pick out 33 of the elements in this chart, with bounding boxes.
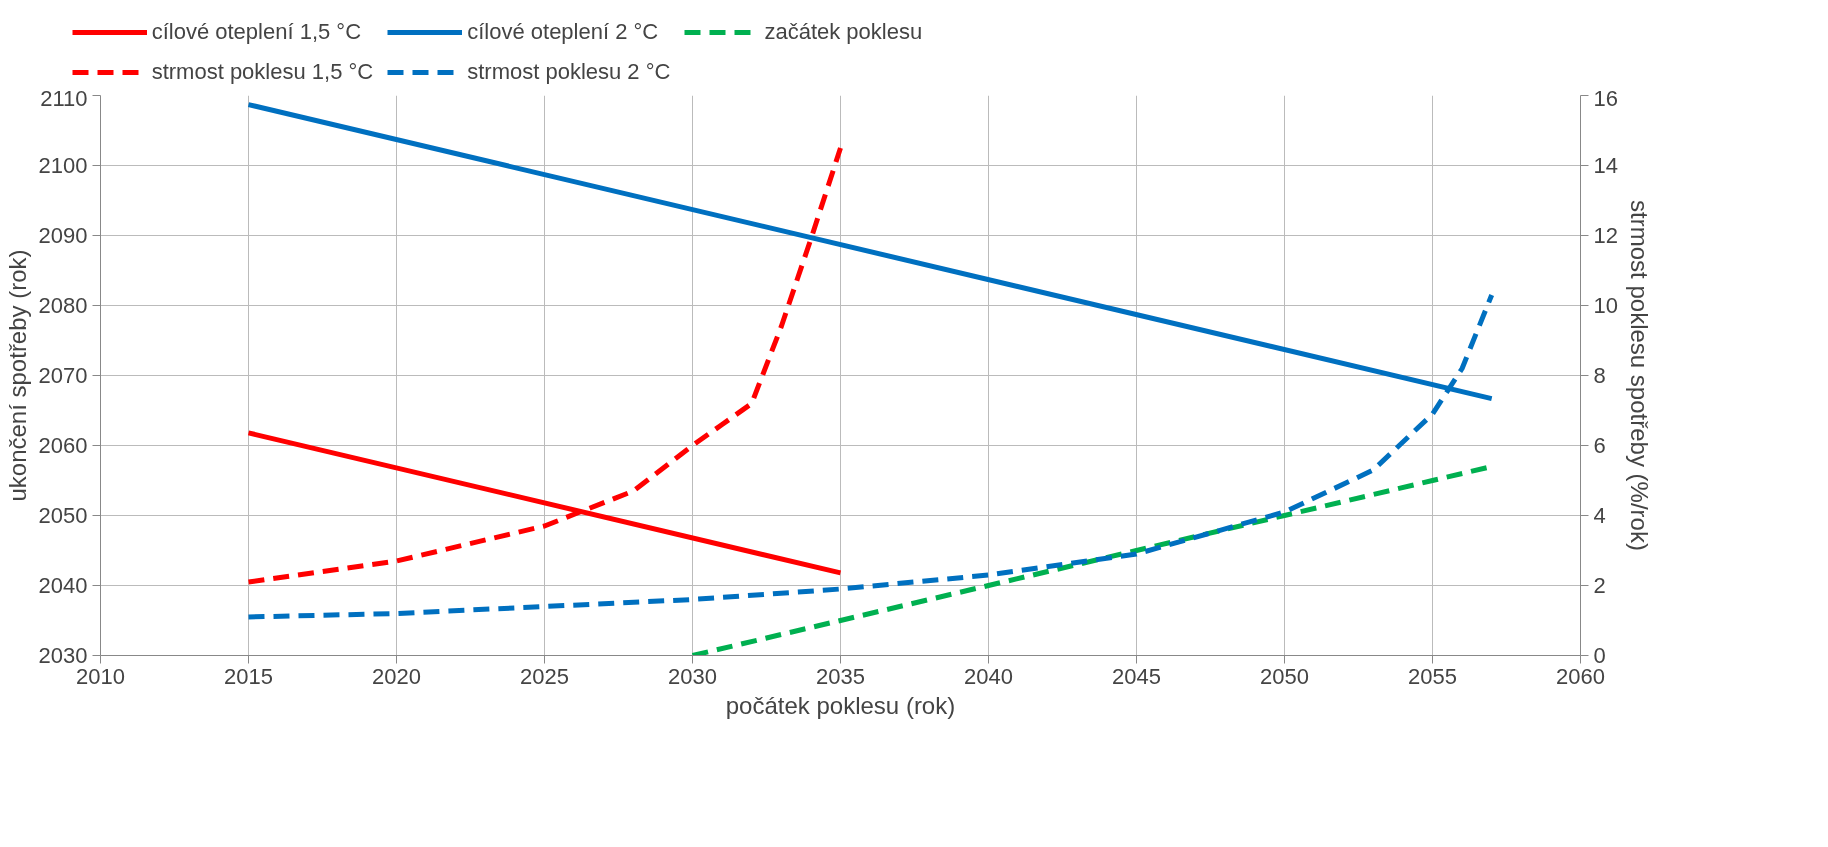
- x-tick-label: 2020: [372, 663, 421, 689]
- legend-label: cílové oteplení 2 °C: [467, 19, 659, 45]
- y-tick-label: 2050: [38, 503, 88, 528]
- y2-tick-label: 4: [1593, 503, 1606, 528]
- y2-tick-label: 12: [1593, 223, 1618, 248]
- x-tick-label: 2025: [520, 663, 569, 689]
- x-tick-label: 2050: [1260, 663, 1309, 689]
- y2-tick-label: 14: [1593, 153, 1618, 178]
- y-tick-label: 2080: [38, 293, 88, 318]
- x-tick-label: 2045: [1112, 663, 1161, 689]
- y-tick-label: 2110: [40, 85, 88, 111]
- x-axis-title: počátek poklesu (rok): [725, 691, 956, 719]
- x-tick-label: 2035: [816, 663, 865, 689]
- y2-tick-label: 10: [1593, 293, 1618, 318]
- y-tick-label: 2100: [38, 153, 88, 178]
- y2-tick-label: 6: [1593, 433, 1606, 458]
- y-tick-label: 2070: [38, 363, 88, 388]
- x-tick-label: 2055: [1408, 663, 1457, 689]
- legend-label: strmost poklesu 1,5 °C: [151, 59, 374, 85]
- legend-label: strmost poklesu 2 °C: [467, 59, 671, 85]
- y2-tick-label: 8: [1593, 363, 1606, 388]
- y2-tick-label: 2: [1593, 573, 1606, 598]
- x-tick-label: 2030: [668, 663, 717, 689]
- legend-label: začátek poklesu: [764, 19, 923, 45]
- y-axis-title: ukončení spotřeby (rok): [3, 249, 31, 502]
- x-tick-label: 2015: [224, 663, 273, 689]
- y-tick-label: 2090: [38, 223, 88, 248]
- y2-tick-label: 16: [1593, 85, 1618, 111]
- y-tick-label: 2040: [38, 573, 88, 598]
- legend-label: cílové oteplení 1,5 °C: [151, 19, 362, 45]
- x-tick-label: 2040: [964, 663, 1013, 689]
- y-tick-label: 2060: [38, 433, 88, 458]
- y2-axis-title: strmost poklesu spotřeby (%/rok): [1625, 200, 1653, 551]
